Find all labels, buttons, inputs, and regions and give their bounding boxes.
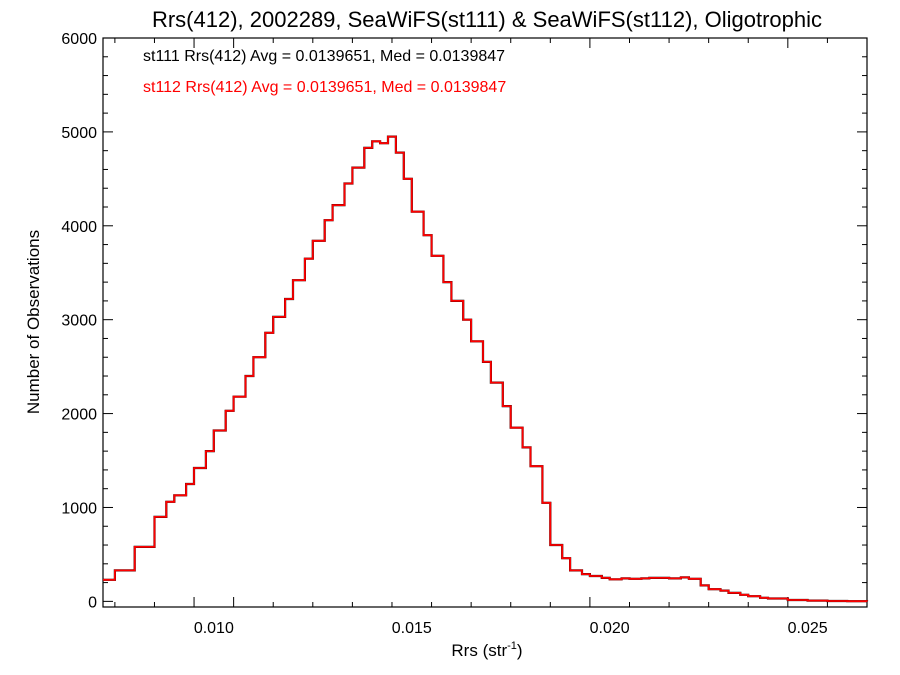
chart-title: Rrs(412), 2002289, SeaWiFS(st111) & SeaW… (152, 7, 822, 32)
x-tick-label: 0.015 (392, 620, 432, 637)
y-tick-label: 0 (88, 594, 97, 611)
x-axis-label: Rrs (str-1) (451, 640, 522, 660)
x-tick-label: 0.025 (788, 620, 828, 637)
y-tick-label: 2000 (61, 407, 97, 424)
x-axis-ticks: 0.010 0.015 0.020 0.025 (114, 38, 868, 637)
series-line-st112 (103, 135, 868, 603)
annotation-st111: st111 Rrs(412) Avg = 0.0139651, Med = 0.… (143, 48, 505, 65)
y-axis-label: Number of Observations (24, 230, 43, 414)
annotation-st112: st112 Rrs(412) Avg = 0.0139651, Med = 0.… (143, 79, 506, 96)
series-line-st111 (103, 135, 869, 603)
plot-frame (102, 37, 868, 608)
y-tick-label: 4000 (61, 219, 97, 236)
x-tick-label: 0.010 (194, 620, 234, 637)
y-tick-label: 3000 (61, 313, 97, 330)
y-axis-ticks: 0 1000 2000 3000 4000 5000 6000 (61, 31, 867, 611)
y-tick-label: 5000 (61, 125, 97, 142)
y-tick-label: 1000 (61, 500, 97, 517)
series-layer (103, 135, 869, 603)
y-tick-label: 6000 (61, 31, 97, 48)
x-tick-label: 0.020 (590, 620, 630, 637)
